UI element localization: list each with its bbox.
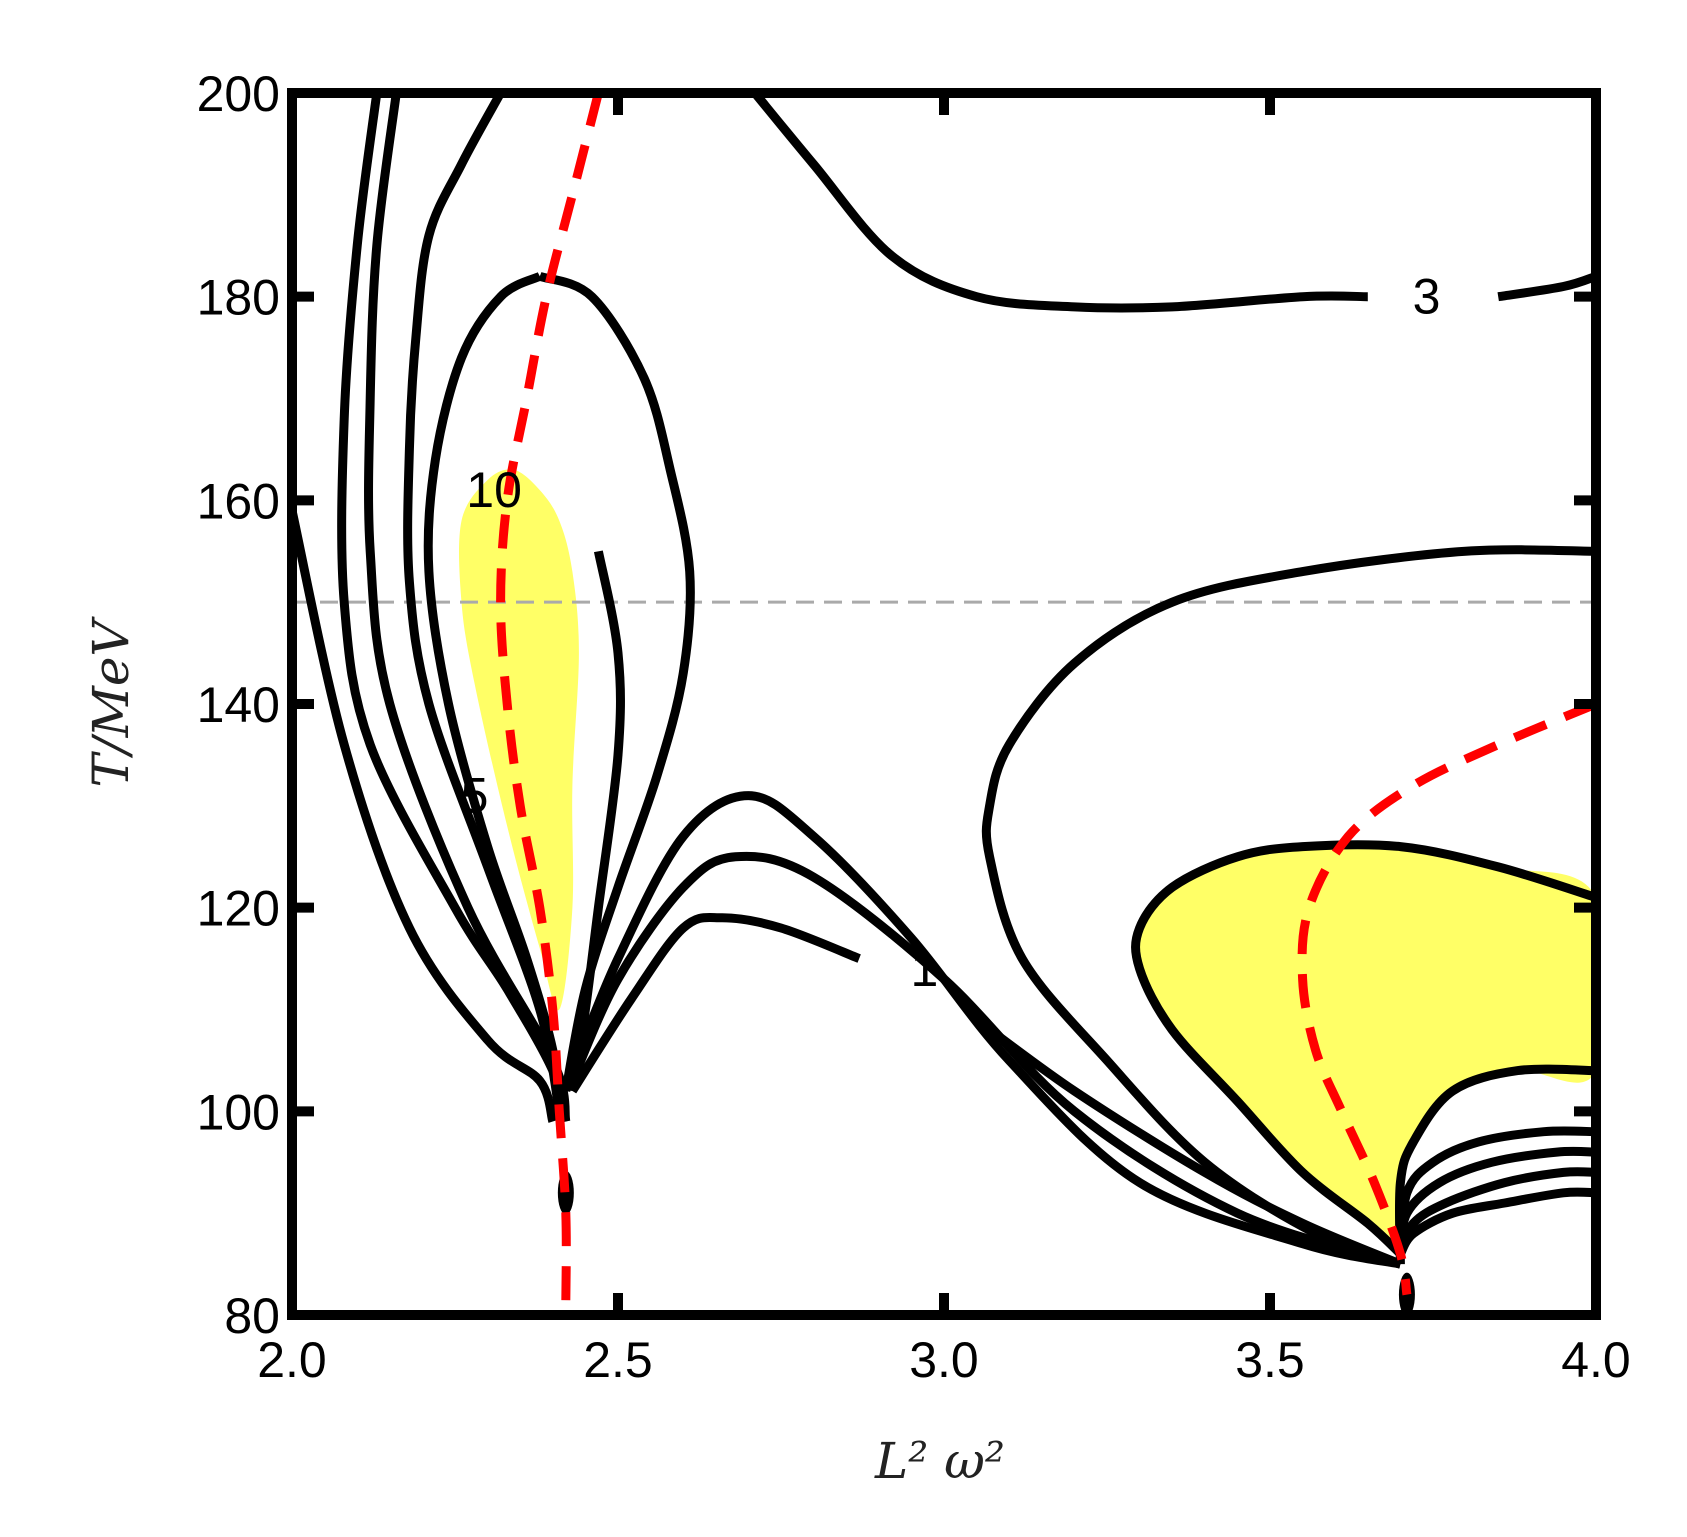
contour-line [423,272,564,1112]
contour-label: 3 [1413,269,1441,325]
highlight-region [459,469,579,1011]
y-tick-label: 180 [197,270,280,326]
contour-line [568,912,861,1094]
y-axis-title: T/MeV [82,616,140,788]
contour-line [364,93,571,1123]
contour-line [1497,272,1596,302]
contour-line [403,93,564,1113]
x-tick-label: 3.0 [909,1332,979,1388]
y-tick-label: 100 [197,1084,280,1140]
contour-label: 1 [911,941,939,997]
y-tick-label: 120 [197,881,280,937]
contour-label: 10 [466,462,522,518]
contour-line [292,509,558,1123]
axis-ticks [287,88,1601,1320]
contour-line [1396,1187,1596,1257]
critical-curve [1297,699,1596,1296]
contour-label-group: 3 10 1 5 [461,269,1441,997]
contour-line [1395,1126,1596,1255]
highlight-region [1135,844,1596,1256]
y-tick-label: 200 [197,66,280,122]
contour-lines [292,93,1596,1315]
critical-curve [496,93,603,1305]
contour-line [567,550,625,1092]
y-tick-label: 140 [197,677,280,733]
x-tick-label: 2.0 [257,1332,327,1388]
tick-labels: 2.0 2.5 3.0 3.5 4.0 80 100 120 140 160 180 200 [197,66,1631,1388]
contour-line [1395,1146,1596,1255]
x-tick-label: 2.5 [583,1332,653,1388]
contour-line [1396,1167,1596,1256]
y-tick-label: 160 [197,473,280,529]
contour-label: 5 [461,768,489,824]
contour-line [538,271,695,1092]
y-tick-label: 80 [224,1288,280,1344]
x-tick-label: 3.5 [1235,1332,1305,1388]
contour-line [981,545,1596,1269]
x-tick-label: 4.0 [1561,1332,1631,1388]
contour-line [751,93,1368,313]
x-axis-title: L² ω² [874,1432,1005,1490]
critical-curves [496,93,1596,1305]
contour-line [1131,840,1596,1258]
contour-line [1394,1064,1596,1265]
highlight-regions [459,469,1596,1256]
contour-line [568,851,1402,1269]
contour-line [568,791,1402,1269]
